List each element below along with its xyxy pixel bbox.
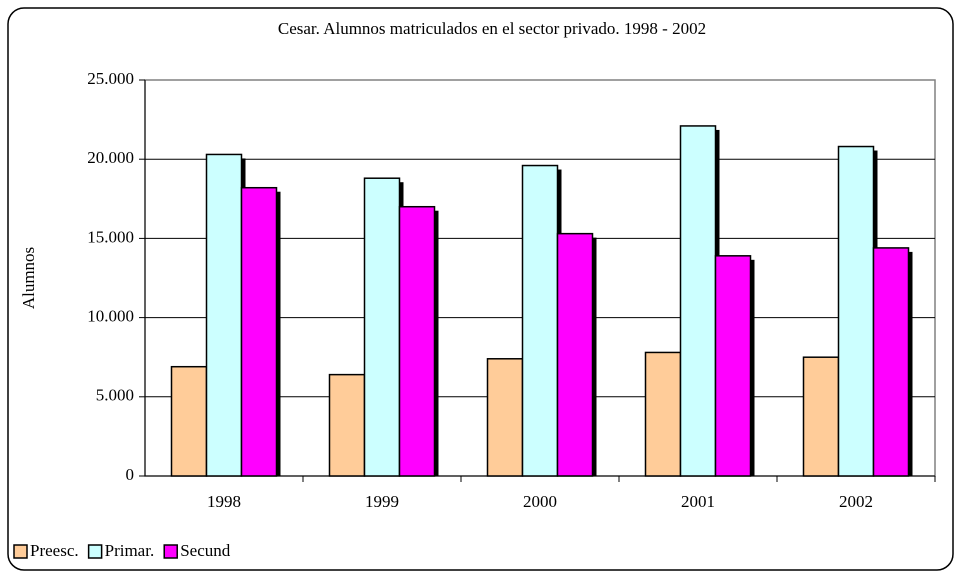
y-tick-label: 15.000 xyxy=(87,227,134,246)
bar xyxy=(837,145,875,477)
legend-swatch xyxy=(13,544,28,559)
x-tick-label: 2002 xyxy=(839,492,873,511)
y-tick-label: 25.000 xyxy=(87,69,134,88)
bar xyxy=(872,247,910,477)
bar xyxy=(398,205,436,477)
x-tick-label: 1999 xyxy=(365,492,399,511)
bar xyxy=(240,186,278,477)
bar xyxy=(170,365,208,477)
bar xyxy=(644,351,682,477)
x-tick-label: 1998 xyxy=(207,492,241,511)
legend-swatch xyxy=(163,544,178,559)
y-tick-label: 0 xyxy=(126,465,135,484)
chart-title: Cesar. Alumnos matriculados en el sector… xyxy=(278,19,706,38)
bar xyxy=(714,255,752,477)
legend-label: Primar. xyxy=(105,541,155,560)
legend-swatch xyxy=(87,544,103,559)
bar xyxy=(802,356,840,477)
x-tick-label: 2000 xyxy=(523,492,557,511)
bar xyxy=(328,373,366,477)
y-tick-label: 10.000 xyxy=(87,307,134,326)
x-tick-label: 2001 xyxy=(681,492,715,511)
legend-label: Secund xyxy=(180,541,231,560)
bar xyxy=(205,153,243,477)
bar xyxy=(556,232,594,477)
y-axis-label: Alumnos xyxy=(19,247,38,309)
bar xyxy=(486,358,524,477)
bar xyxy=(363,177,401,477)
y-tick-label: 20.000 xyxy=(87,148,134,167)
bar xyxy=(521,164,559,477)
legend-label: Preesc. xyxy=(30,541,79,560)
bar xyxy=(679,125,717,477)
y-tick-label: 5.000 xyxy=(96,386,134,405)
